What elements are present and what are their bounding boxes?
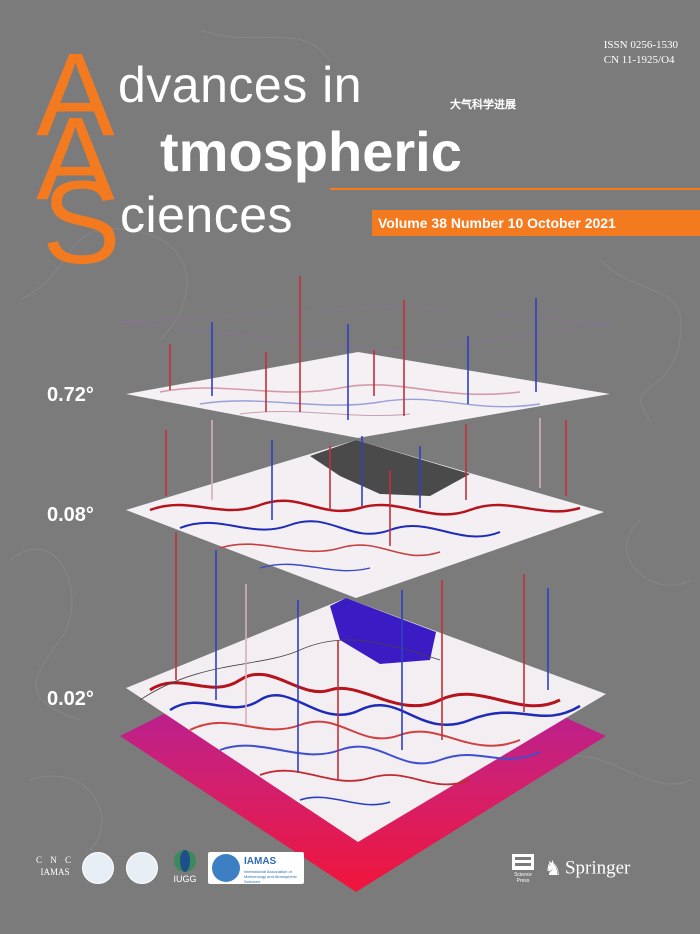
iugg-logo: IUGG — [170, 850, 200, 884]
cnc-text: C N C — [36, 855, 75, 865]
iugg-text: IUGG — [173, 874, 197, 884]
layer-0-72 — [126, 352, 610, 438]
iap-seal-icon — [82, 852, 114, 884]
title-word-dvances-in: dvances in — [118, 57, 363, 113]
title-divider — [330, 188, 700, 190]
science-press-text: Science Press — [514, 872, 532, 884]
issue-banner: Volume 38 Number 10 October 2021 — [372, 210, 700, 236]
cnc-iamas-text: IAMAS — [40, 867, 70, 877]
iugg-globe-icon — [174, 850, 196, 872]
chinese-title: 大气科学进展 — [450, 99, 516, 111]
title-letter-a-2: A — [36, 93, 115, 225]
title-word-ciences: ciences — [120, 187, 294, 243]
springer-logo: ♞ Springer — [544, 856, 630, 881]
layer-0-08 — [126, 440, 604, 598]
springer-horse-icon: ♞ — [544, 858, 562, 880]
iamas-text: IAMAS — [244, 856, 277, 867]
title-letter-s: S — [42, 157, 121, 289]
publisher-logos: C N C IAMAS IUGG IAMAS International Ass… — [36, 850, 676, 892]
resolution-label-0-08: 0.08° — [47, 504, 94, 526]
top-frame-lines — [119, 305, 613, 353]
science-press-logo: Science Press — [510, 854, 536, 884]
iamas-logo: IAMAS International Association of Meteo… — [208, 852, 304, 884]
issn-number: ISSN 0256-1530 — [603, 39, 678, 51]
resolution-label-0-02: 0.02° — [47, 688, 94, 710]
iamas-subtitle: International Association of Meteorology… — [244, 869, 297, 884]
iamas-globe-icon — [212, 854, 240, 882]
cn-number: CN 11-1925/O4 — [603, 54, 675, 66]
layer-0-02 — [126, 598, 606, 842]
cas-seal-icon — [126, 852, 158, 884]
science-press-icon — [512, 854, 534, 870]
vertical-profile-lines — [165, 276, 567, 780]
title-word-tmospheric: tmospheric — [160, 120, 462, 183]
background-contours — [9, 29, 691, 851]
issn-block: ISSN 0256-1530 CN 11-1925/O4 — [604, 38, 678, 68]
title-letter-a-1: A — [36, 29, 115, 161]
springer-text: Springer — [564, 857, 631, 879]
resolution-label-0-72: 0.72° — [47, 384, 94, 406]
cnc-iamas-logo: C N C IAMAS — [36, 854, 74, 878]
